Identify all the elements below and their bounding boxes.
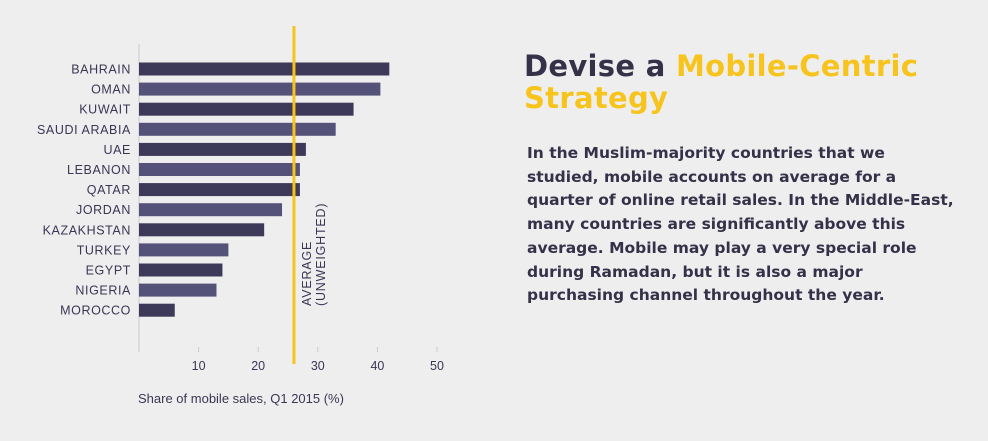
category-label-qatar: QATAR	[87, 183, 131, 197]
average-line-group: AVERAGE (UNWEIGHTED)	[292, 26, 328, 364]
category-label-lebanon: LEBANON	[67, 163, 131, 177]
chart-bars	[139, 62, 390, 317]
x-axis-title: Share of mobile sales, Q1 2015 (%)	[138, 391, 344, 406]
headline: Devise a Mobile-Centric Strategy	[524, 50, 964, 114]
headline-part-1: Devise a	[524, 49, 676, 83]
body-paragraph: In the Muslim-majority countries that we…	[527, 144, 954, 305]
bar-egypt	[139, 263, 223, 277]
average-label: AVERAGE (UNWEIGHTED)	[300, 203, 328, 306]
x-tick-label-40: 40	[370, 359, 384, 373]
bar-bahrain	[139, 62, 390, 76]
bar-qatar	[139, 183, 300, 197]
bar-kuwait	[139, 102, 354, 116]
bar-turkey	[139, 243, 229, 257]
category-label-jordan: JORDAN	[76, 203, 131, 217]
category-label-kuwait: KUWAIT	[79, 103, 131, 117]
average-label-line-2: (UNWEIGHTED)	[314, 203, 328, 306]
x-tick-label-50: 50	[430, 359, 444, 373]
category-label-nigeria: NIGERIA	[75, 284, 131, 298]
bar-morocco	[139, 303, 175, 317]
mobile-sales-bar-chart: BAHRAIN OMAN KUWAIT SAUDI ARABIA UAE LEBANON Q…	[37, 26, 444, 406]
x-axis-ticks: 10 20 30 40 50	[192, 347, 444, 373]
bar-uae	[139, 142, 306, 156]
bar-saudi-arabia	[139, 122, 336, 136]
category-label-uae: UAE	[103, 143, 131, 157]
bar-jordan	[139, 203, 283, 217]
category-label-kazakhstan: KAZAKHSTAN	[43, 223, 131, 237]
category-label-saudi-arabia: SAUDI ARABIA	[37, 123, 131, 137]
average-label-line-1: AVERAGE	[300, 241, 314, 306]
bar-lebanon	[139, 163, 300, 176]
x-tick-label-20: 20	[251, 359, 265, 373]
headline-accent: Mobile-Centric Strategy	[524, 49, 919, 115]
category-labels: BAHRAIN OMAN KUWAIT SAUDI ARABIA UAE LEBANON Q…	[37, 63, 131, 318]
category-label-oman: OMAN	[91, 83, 131, 97]
category-label-morocco: MOROCCO	[60, 304, 131, 318]
category-label-turkey: TURKEY	[77, 243, 131, 257]
category-label-bahrain: BAHRAIN	[71, 63, 131, 77]
bar-oman	[139, 82, 381, 96]
x-tick-label-10: 10	[192, 359, 206, 373]
category-label-egypt: EGYPT	[86, 264, 131, 278]
x-tick-label-30: 30	[311, 359, 325, 373]
bar-kazakhstan	[139, 223, 265, 237]
bar-nigeria	[139, 283, 217, 297]
